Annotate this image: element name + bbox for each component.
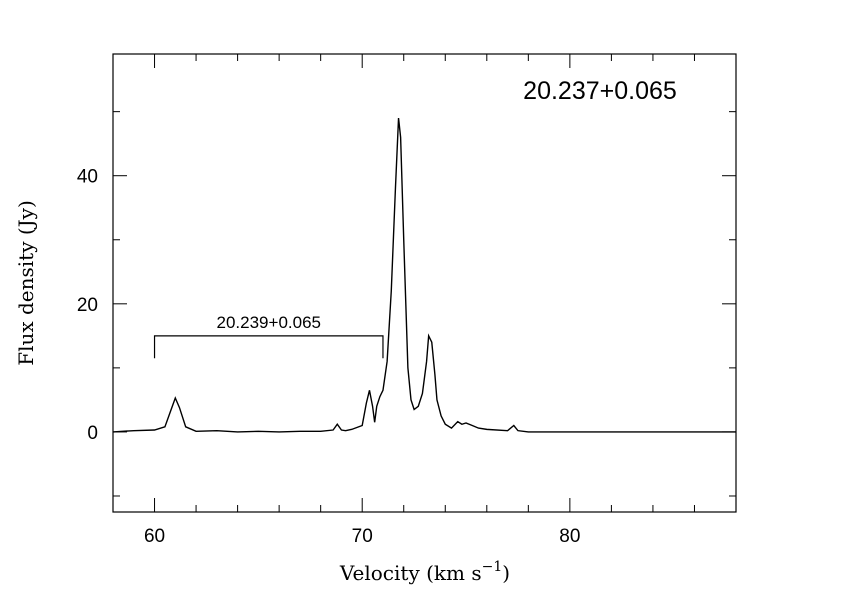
annotation-bracket <box>153 335 384 359</box>
chart-title: 20.237+0.065 <box>523 77 677 105</box>
plot-frame <box>112 53 737 513</box>
y-tick-label: 0 <box>87 423 98 444</box>
x-axis-title-close: ) <box>502 561 510 585</box>
annotation-label: 20.239+0.065 <box>217 313 321 332</box>
x-axis-title: Velocity (km s−1) <box>339 559 510 585</box>
spectrum-line <box>112 117 736 433</box>
x-axis-title-main: Velocity (km s <box>339 561 482 585</box>
y-axis-title: Flux density (Jy) <box>14 200 38 366</box>
x-axis-title-superscript: −1 <box>482 559 503 575</box>
x-tick-label: 80 <box>559 526 580 547</box>
y-tick-label: 40 <box>77 167 98 188</box>
axis-tick-labels: 60 70 80 0 20 40 <box>77 167 581 547</box>
y-tick-label: 20 <box>77 295 98 316</box>
x-tick-label: 60 <box>144 526 165 547</box>
axis-ticks <box>112 54 737 512</box>
x-tick-label: 70 <box>352 526 373 547</box>
